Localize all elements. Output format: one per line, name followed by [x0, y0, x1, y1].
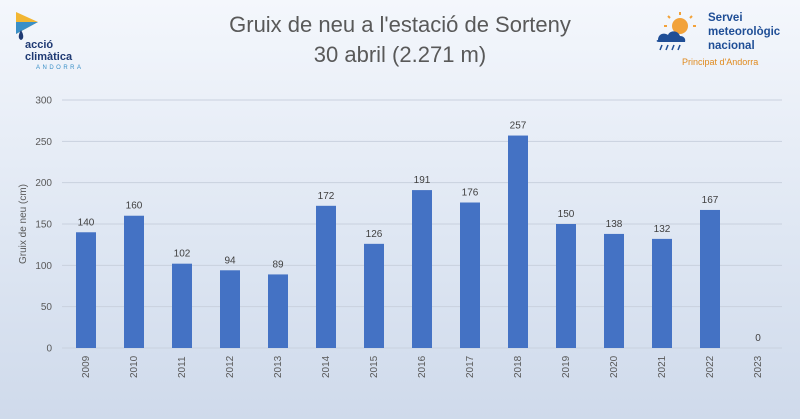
data-label: 94 — [224, 255, 236, 266]
logo-text-line3: nacional — [708, 40, 755, 52]
bar — [124, 215, 144, 348]
sun-cloud-rain-icon — [656, 12, 696, 51]
data-label: 150 — [558, 209, 575, 220]
bar — [364, 243, 384, 348]
bar — [556, 224, 576, 348]
bar — [700, 209, 720, 348]
bar — [220, 270, 240, 348]
data-label: 167 — [702, 195, 719, 206]
y-tick-label: 300 — [35, 96, 52, 107]
x-tick-label: 2010 — [129, 355, 140, 378]
data-label: 140 — [78, 217, 95, 228]
x-tick-label: 2012 — [225, 355, 236, 378]
bar — [76, 232, 96, 348]
accio-climatica-logo-icon — [16, 12, 38, 40]
x-tick-label: 2023 — [753, 355, 764, 378]
logo-text-line1: acció — [25, 39, 54, 51]
logo-text-line2: climàtica — [25, 51, 73, 63]
data-label: 191 — [414, 175, 431, 186]
data-label: 89 — [272, 259, 284, 270]
y-tick-label: 150 — [35, 220, 52, 231]
logo-text-line3: ANDORRA — [36, 65, 84, 71]
x-tick-label: 2018 — [513, 355, 524, 378]
x-tick-label: 2013 — [273, 355, 284, 378]
data-label: 102 — [174, 249, 191, 260]
y-tick-label: 250 — [35, 137, 52, 148]
logo-text-line2: meteorològic — [708, 26, 781, 38]
accio-climatica-logo: acció climàtica ANDORRA — [12, 10, 112, 71]
y-tick-label: 50 — [41, 302, 53, 313]
bar — [412, 190, 432, 348]
bar — [268, 274, 288, 348]
y-axis-label: Gruix de neu (cm) — [18, 184, 29, 264]
data-label: 172 — [318, 191, 335, 202]
x-tick-label: 2015 — [369, 355, 380, 378]
bar — [508, 135, 528, 348]
data-label: 257 — [510, 121, 527, 132]
bar — [604, 233, 624, 348]
y-tick-label: 0 — [46, 344, 52, 355]
data-label: 132 — [654, 224, 671, 235]
x-tick-label: 2022 — [705, 355, 716, 378]
data-label: 176 — [462, 188, 479, 199]
y-tick-label: 100 — [35, 261, 52, 272]
servei-meteorologic-logo: Servei meteorològic nacional Principat d… — [650, 10, 790, 70]
chart-subtitle: 30 abril (2.271 m) — [313, 42, 487, 67]
logo-text-line1: Servei — [708, 12, 743, 24]
bar — [172, 263, 192, 348]
x-tick-label: 2016 — [417, 355, 428, 378]
y-tick-label: 200 — [35, 178, 52, 189]
x-tick-label: 2020 — [609, 355, 620, 378]
x-tick-label: 2019 — [561, 355, 572, 378]
chart-title: Gruix de neu a l'estació de Sorteny — [229, 12, 571, 37]
data-label: 138 — [606, 219, 623, 230]
x-tick-label: 2011 — [177, 356, 188, 378]
x-tick-label: 2014 — [321, 355, 332, 378]
x-tick-label: 2021 — [657, 355, 668, 378]
logo-text-line4: Principat d'Andorra — [682, 57, 759, 67]
bar — [652, 238, 672, 348]
bar — [460, 202, 480, 348]
x-tick-label: 2009 — [81, 355, 92, 378]
data-label: 0 — [755, 333, 761, 344]
x-tick-label: 2017 — [465, 355, 476, 378]
data-label: 160 — [126, 201, 143, 212]
data-label: 126 — [366, 229, 383, 240]
bar — [316, 205, 336, 348]
